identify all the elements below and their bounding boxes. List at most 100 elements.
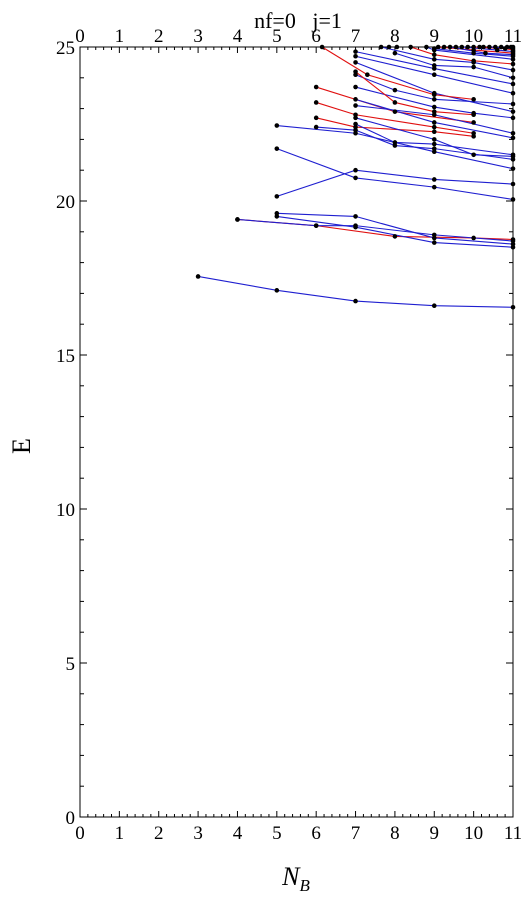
data-point (392, 100, 398, 105)
series-line-red (355, 71, 474, 116)
data-point (392, 87, 398, 93)
x-tick-label-bottom: 5 (272, 823, 282, 844)
series-line-blue (276, 169, 514, 197)
x-tick-label-top: 5 (272, 26, 282, 47)
data-point (274, 146, 280, 151)
data-point (319, 44, 325, 50)
data-point (510, 181, 516, 187)
data-point (431, 72, 437, 78)
data-point (510, 304, 516, 310)
plot-frame (79, 46, 514, 818)
data-point (431, 57, 437, 62)
x-tick-label-bottom: 7 (351, 823, 361, 844)
data-point (498, 44, 504, 50)
series-line-blue (355, 74, 514, 105)
data-point (313, 84, 319, 90)
data-point (431, 240, 437, 245)
x-tick-label-top: 6 (311, 26, 321, 47)
plot-area (79, 46, 514, 818)
series-line-red (316, 101, 474, 134)
data-point (510, 197, 516, 202)
data-point (431, 141, 437, 147)
data-point (408, 44, 413, 50)
data-point (510, 115, 516, 121)
x-tick-label-bottom: 0 (75, 823, 85, 844)
data-point (510, 166, 516, 171)
series-line-blue (381, 46, 514, 71)
data-point (353, 69, 358, 74)
data-point (510, 67, 516, 73)
series-line-blue (276, 215, 514, 248)
series-line-blue (355, 123, 514, 156)
data-point (431, 109, 437, 114)
x-tick-label-bottom: 6 (311, 823, 321, 844)
data-point (353, 224, 358, 230)
data-point (510, 130, 516, 136)
top-x-axis: 0 1 2 3 4 5 6 7 8 9 10 11 (75, 26, 522, 53)
data-point (510, 101, 516, 107)
data-point (487, 44, 492, 50)
y-tick-label: 5 (66, 654, 76, 675)
data-point (471, 64, 476, 70)
data-point (431, 97, 437, 102)
bottom-x-axis: 0 1 2 3 4 5 6 7 8 9 10 11 (75, 811, 522, 844)
data-point (353, 103, 358, 108)
data-point (313, 124, 319, 130)
data-point (353, 49, 358, 54)
x-tick-label-top: 4 (233, 26, 243, 47)
x-tick-label-top: 2 (154, 26, 164, 47)
data-point (394, 44, 400, 50)
x-tick-label-top: 9 (430, 26, 440, 47)
data-point (510, 90, 516, 96)
data-point (471, 152, 476, 158)
data-point (353, 214, 358, 219)
x-axis-label-main: N (281, 862, 301, 891)
y-tick-label: 10 (56, 500, 75, 521)
data-point (431, 137, 437, 142)
data-point (274, 194, 280, 199)
x-tick-label-bottom: 2 (154, 823, 164, 844)
data-point (471, 97, 476, 102)
data-point (274, 288, 280, 293)
x-tick-label-bottom: 4 (233, 823, 243, 844)
data-point (431, 120, 437, 125)
x-axis-label: NB (281, 862, 310, 895)
y-tick-label: 20 (56, 192, 75, 213)
data-point (392, 109, 398, 114)
data-point (431, 92, 437, 98)
data-point (313, 115, 319, 121)
x-tick-label-bottom: 3 (193, 823, 203, 844)
data-point (510, 109, 516, 114)
data-point (471, 120, 476, 125)
data-point (274, 123, 280, 128)
data-point (353, 60, 358, 65)
y-tick-label: 25 (56, 38, 75, 59)
y-axis-label: E (7, 438, 36, 454)
data-point (453, 44, 459, 50)
x-tick-label-top: 1 (115, 26, 125, 47)
y-axis: 0 5 10 15 20 25 (56, 38, 513, 829)
data-point (353, 97, 358, 102)
data-point (353, 167, 358, 173)
data-point (378, 44, 384, 50)
data-point (431, 46, 437, 51)
data-point (465, 44, 471, 50)
data-point (431, 52, 437, 57)
data-point (431, 303, 437, 309)
data-point (447, 44, 453, 50)
x-tick-label-bottom: 8 (390, 823, 400, 844)
data-point (431, 104, 437, 110)
data-point (471, 112, 476, 118)
data-point (235, 217, 240, 222)
data-point (431, 235, 437, 241)
series-line-red (316, 117, 474, 137)
x-tick-label-top: 7 (351, 26, 361, 47)
data-point (431, 63, 437, 68)
data-point (471, 130, 476, 136)
data-point (313, 100, 319, 105)
data-point (353, 84, 358, 90)
data-points (195, 44, 516, 310)
x-tick-label-bottom: 11 (504, 823, 522, 844)
data-point (510, 81, 516, 87)
data-point (392, 140, 398, 145)
